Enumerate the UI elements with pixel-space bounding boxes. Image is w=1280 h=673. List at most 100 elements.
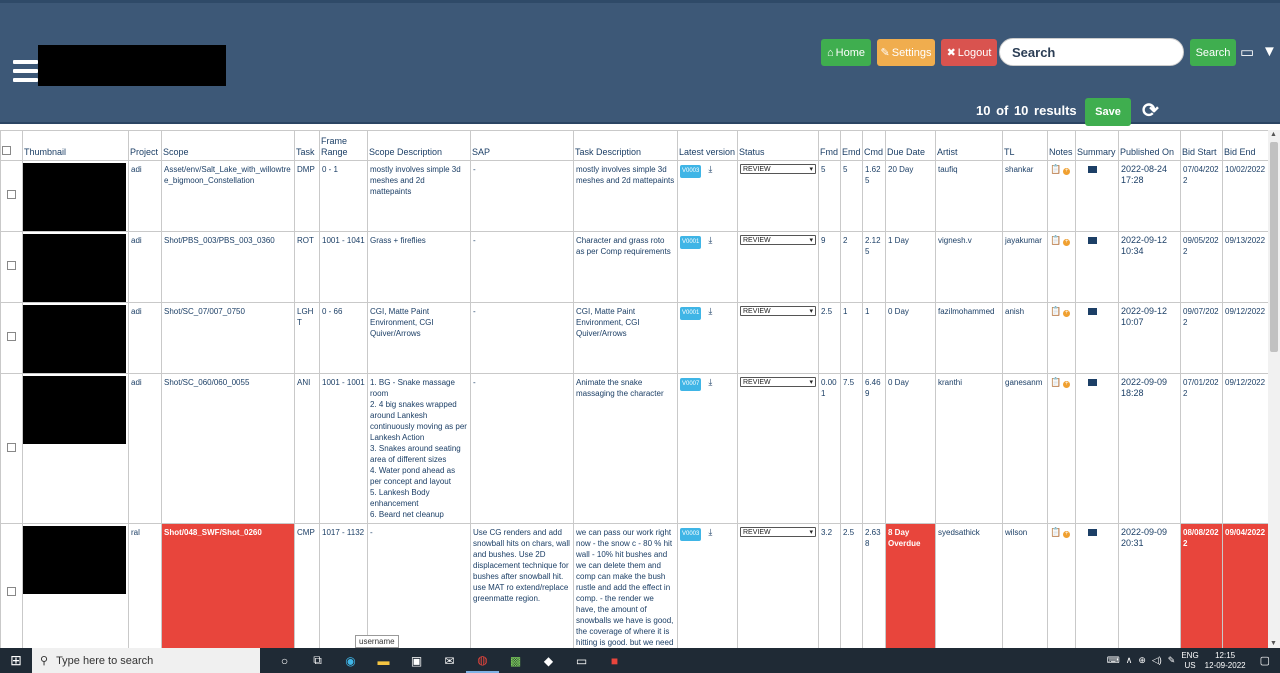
clipboard-icon[interactable]: 📋 <box>1050 164 1062 174</box>
status-select[interactable]: REVIEW ▾ <box>740 527 816 537</box>
col-header[interactable]: TL <box>1002 130 1048 161</box>
col-header[interactable]: SAP <box>470 130 574 161</box>
table-scrollbar[interactable]: ▲ ▼ <box>1268 130 1280 648</box>
clipboard-icon[interactable]: 📋 <box>1050 306 1062 316</box>
scope-cell[interactable]: Shot/SC_07/007_0750 <box>161 302 295 374</box>
col-header[interactable]: Frame Range <box>319 130 368 161</box>
col-header[interactable]: Latest version <box>677 130 738 161</box>
download-icon[interactable]: ⤓ <box>708 377 713 387</box>
language-indicator[interactable]: ENG US <box>1181 650 1199 670</box>
clock[interactable]: 12:15 12-09-2022 <box>1204 650 1246 670</box>
chevron-up-icon[interactable]: ∧ <box>1125 655 1133 665</box>
table-row[interactable]: adi Shot/SC_060/060_0055 ANI 1001 - 1001 1. … <box>0 373 1268 524</box>
scroll-up-icon[interactable]: ▲ <box>1270 131 1277 138</box>
drive-icon[interactable]: ▭ <box>1240 44 1255 61</box>
add-note-icon[interactable]: + <box>1063 531 1071 538</box>
clipboard-icon[interactable]: 📋 <box>1050 377 1062 387</box>
table-row[interactable]: adi Asset/env/Salt_Lake_with_willowtree_b… <box>0 160 1268 232</box>
col-header[interactable]: Published On <box>1118 130 1181 161</box>
mail-icon[interactable]: ✉ <box>444 653 455 668</box>
scroll-thumb[interactable] <box>1270 142 1278 352</box>
refresh-icon[interactable]: ⟳ <box>1142 100 1159 122</box>
version-badge[interactable]: V0007 <box>680 378 702 391</box>
col-header[interactable]: Bid Start <box>1180 130 1223 161</box>
select-all-checkbox[interactable] <box>2 146 11 155</box>
settings-button[interactable]: ✎ Settings <box>877 39 935 66</box>
filter-icon[interactable]: ▼ <box>1262 43 1277 60</box>
summary-icon[interactable] <box>1088 308 1097 315</box>
add-note-icon[interactable]: + <box>1063 381 1071 388</box>
scope-cell[interactable]: Shot/048_SWF/Shot_0260 <box>161 523 295 648</box>
media-app-icon[interactable]: ■ <box>610 653 619 668</box>
col-header[interactable]: Scope <box>161 130 295 161</box>
pen-icon[interactable]: ✎ <box>1167 655 1176 665</box>
col-header[interactable]: Task <box>294 130 320 161</box>
col-header[interactable]: Summary <box>1075 130 1119 161</box>
download-icon[interactable]: ⤓ <box>708 527 713 537</box>
scope-cell[interactable]: Asset/env/Salt_Lake_with_willowtree_bigm… <box>161 160 295 232</box>
version-badge[interactable]: V0003 <box>680 528 702 541</box>
col-header[interactable]: Due Date <box>885 130 936 161</box>
summary-icon[interactable] <box>1088 529 1097 536</box>
home-button[interactable]: ⌂ Home <box>821 39 871 66</box>
package-icon[interactable]: ◆ <box>543 653 554 668</box>
thumbnail-image[interactable] <box>23 376 126 444</box>
status-select[interactable]: REVIEW ▾ <box>740 306 816 316</box>
table-row[interactable]: ral Shot/048_SWF/Shot_0260 CMP 1017 - 1132-… <box>0 523 1268 648</box>
menu-icon[interactable] <box>13 60 38 82</box>
download-icon[interactable]: ⤓ <box>708 164 713 174</box>
scope-cell[interactable]: Shot/PBS_003/PBS_003_0360 <box>161 231 295 303</box>
add-note-icon[interactable]: + <box>1063 310 1071 317</box>
network-icon[interactable]: ⊕ <box>1138 655 1146 665</box>
version-badge[interactable]: V0001 <box>680 236 702 249</box>
col-header[interactable]: Fmd <box>818 130 841 161</box>
col-header[interactable]: Thumbnail <box>22 130 129 161</box>
add-note-icon[interactable]: + <box>1063 239 1071 246</box>
thumbnail-image[interactable] <box>23 526 126 594</box>
status-select[interactable]: REVIEW ▾ <box>740 164 816 174</box>
cortana-icon[interactable]: ○ <box>280 653 289 668</box>
col-header[interactable]: Task Description <box>573 130 678 161</box>
clipboard-icon[interactable]: 📋 <box>1050 235 1062 245</box>
thumbnail-image[interactable] <box>23 234 126 302</box>
col-header[interactable]: Emd <box>840 130 863 161</box>
scroll-down-icon[interactable]: ▼ <box>1270 640 1277 647</box>
volume-icon[interactable]: ◁) <box>1151 655 1162 665</box>
col-header[interactable]: Cmd <box>862 130 886 161</box>
keyboard-icon[interactable]: ⌨ <box>1106 655 1120 665</box>
task-view-icon[interactable]: ⧉ <box>313 653 322 667</box>
download-icon[interactable]: ⤓ <box>708 235 713 245</box>
row-checkbox[interactable] <box>7 190 16 199</box>
summary-icon[interactable] <box>1088 237 1097 244</box>
col-header[interactable]: Project <box>128 130 162 161</box>
windows-start-icon[interactable]: ⊞ <box>10 652 22 668</box>
edge-icon[interactable]: ◉ <box>345 653 356 668</box>
terminal-app-icon[interactable]: ▩ <box>509 653 522 668</box>
taskbar-search[interactable]: ⚲ Type here to search <box>32 648 260 673</box>
console-icon[interactable]: ▭ <box>575 653 588 668</box>
search-input[interactable] <box>999 38 1184 66</box>
chrome-icon[interactable]: ◍ <box>466 648 499 673</box>
row-checkbox[interactable] <box>7 587 16 596</box>
logout-button[interactable]: ✖ Logout <box>941 39 997 66</box>
col-header[interactable]: Scope Description <box>367 130 471 161</box>
summary-icon[interactable] <box>1088 166 1097 173</box>
scope-cell[interactable]: Shot/SC_060/060_0055 <box>161 373 295 524</box>
thumbnail-image[interactable] <box>23 305 126 373</box>
thumbnail-image[interactable] <box>23 163 126 231</box>
version-badge[interactable]: V0001 <box>680 307 702 320</box>
download-icon[interactable]: ⤓ <box>708 306 713 316</box>
summary-icon[interactable] <box>1088 379 1097 386</box>
clipboard-icon[interactable]: 📋 <box>1050 527 1062 537</box>
row-checkbox[interactable] <box>7 442 16 452</box>
row-checkbox[interactable] <box>7 261 16 270</box>
col-header[interactable]: Bid End <box>1222 130 1268 161</box>
store-icon[interactable]: ▣ <box>410 653 423 668</box>
table-row[interactable]: adi Shot/PBS_003/PBS_003_0360 ROT 1001 - 10… <box>0 231 1268 303</box>
file-explorer-icon[interactable]: ▬ <box>377 653 390 668</box>
add-note-icon[interactable]: + <box>1063 168 1071 175</box>
table-row[interactable]: adi Shot/SC_07/007_0750 LGHT 0 - 66 CGI, Mat… <box>0 302 1268 374</box>
row-checkbox[interactable] <box>7 332 16 341</box>
search-button[interactable]: Search <box>1190 39 1236 66</box>
col-header[interactable]: Notes <box>1047 130 1076 161</box>
